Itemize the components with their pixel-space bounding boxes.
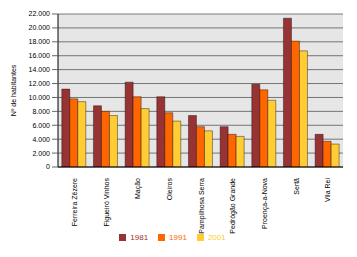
svg-text:4.000: 4.000 bbox=[32, 136, 50, 143]
svg-text:18.000: 18.000 bbox=[29, 38, 51, 45]
svg-text:2.000: 2.000 bbox=[32, 150, 50, 157]
svg-text:Vila Rei: Vila Rei bbox=[324, 178, 331, 202]
svg-text:Pedrógão Grande: Pedrógão Grande bbox=[229, 178, 237, 234]
svg-text:Sertã: Sertã bbox=[293, 178, 300, 195]
svg-text:Oleiros: Oleiros bbox=[166, 178, 173, 201]
svg-text:Figueiró Vinhos: Figueiró Vinhos bbox=[103, 178, 111, 227]
html-text:2001: 2001 bbox=[207, 233, 226, 242]
svg-text:10.000: 10.000 bbox=[29, 94, 51, 101]
svg-text:Nº de habitantes: Nº de habitantes bbox=[10, 64, 17, 116]
svg-text:Mação: Mação bbox=[134, 178, 142, 199]
svg-text:14.000: 14.000 bbox=[29, 66, 51, 73]
svg-text:16.000: 16.000 bbox=[29, 52, 51, 59]
svg-text:Ferreira Zêzere: Ferreira Zêzere bbox=[71, 178, 78, 226]
svg-text:8.000: 8.000 bbox=[32, 108, 50, 115]
svg-text:0: 0 bbox=[46, 163, 50, 170]
svg-text:Pampilhosa Serra: Pampilhosa Serra bbox=[198, 178, 206, 234]
html-text:1981: 1981 bbox=[130, 233, 149, 242]
svg-text:Proença-a-Nova: Proença-a-Nova bbox=[261, 178, 269, 229]
html-text:1991: 1991 bbox=[169, 233, 187, 242]
svg-text:20.000: 20.000 bbox=[29, 24, 51, 31]
svg-text:22.000: 22.000 bbox=[29, 10, 51, 17]
svg-text:6.000: 6.000 bbox=[32, 122, 50, 129]
svg-text:12.000: 12.000 bbox=[29, 80, 51, 87]
